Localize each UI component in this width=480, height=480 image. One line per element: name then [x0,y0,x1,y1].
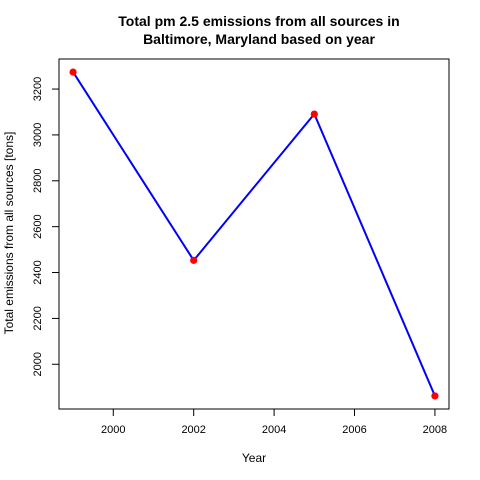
data-point [310,110,318,118]
x-axis-label: Year [242,451,266,465]
x-tick-label: 2002 [181,424,205,436]
data-point [69,68,77,76]
y-tick-label: 2400 [32,260,44,284]
data-point [190,256,198,264]
y-axis-label: Total emissions from all sources [tons] [2,132,16,335]
y-axis: 2000 2200 2400 2600 2800 3000 3200 [32,77,59,377]
y-tick-label: 3000 [32,123,44,147]
y-tick-label: 2800 [32,169,44,193]
series-line [72,71,436,397]
series-total-emissions [69,68,439,400]
chart-title-line1: Total pm 2.5 emissions from all sources … [118,13,399,29]
chart-title-line2: Baltimore, Maryland based on year [143,31,375,47]
y-tick-label: 3200 [32,77,44,101]
x-tick-label: 2006 [342,424,366,436]
y-tick-label: 2000 [32,352,44,376]
x-tick-label: 2008 [423,424,447,436]
y-tick-label: 2600 [32,214,44,238]
plot-frame [58,58,450,410]
y-tick-label: 2200 [32,306,44,330]
x-tick-label: 2004 [262,424,286,436]
data-point [431,392,439,400]
x-axis: 2000 2002 2004 2006 2008 [101,409,447,436]
x-tick-label: 2000 [101,424,125,436]
